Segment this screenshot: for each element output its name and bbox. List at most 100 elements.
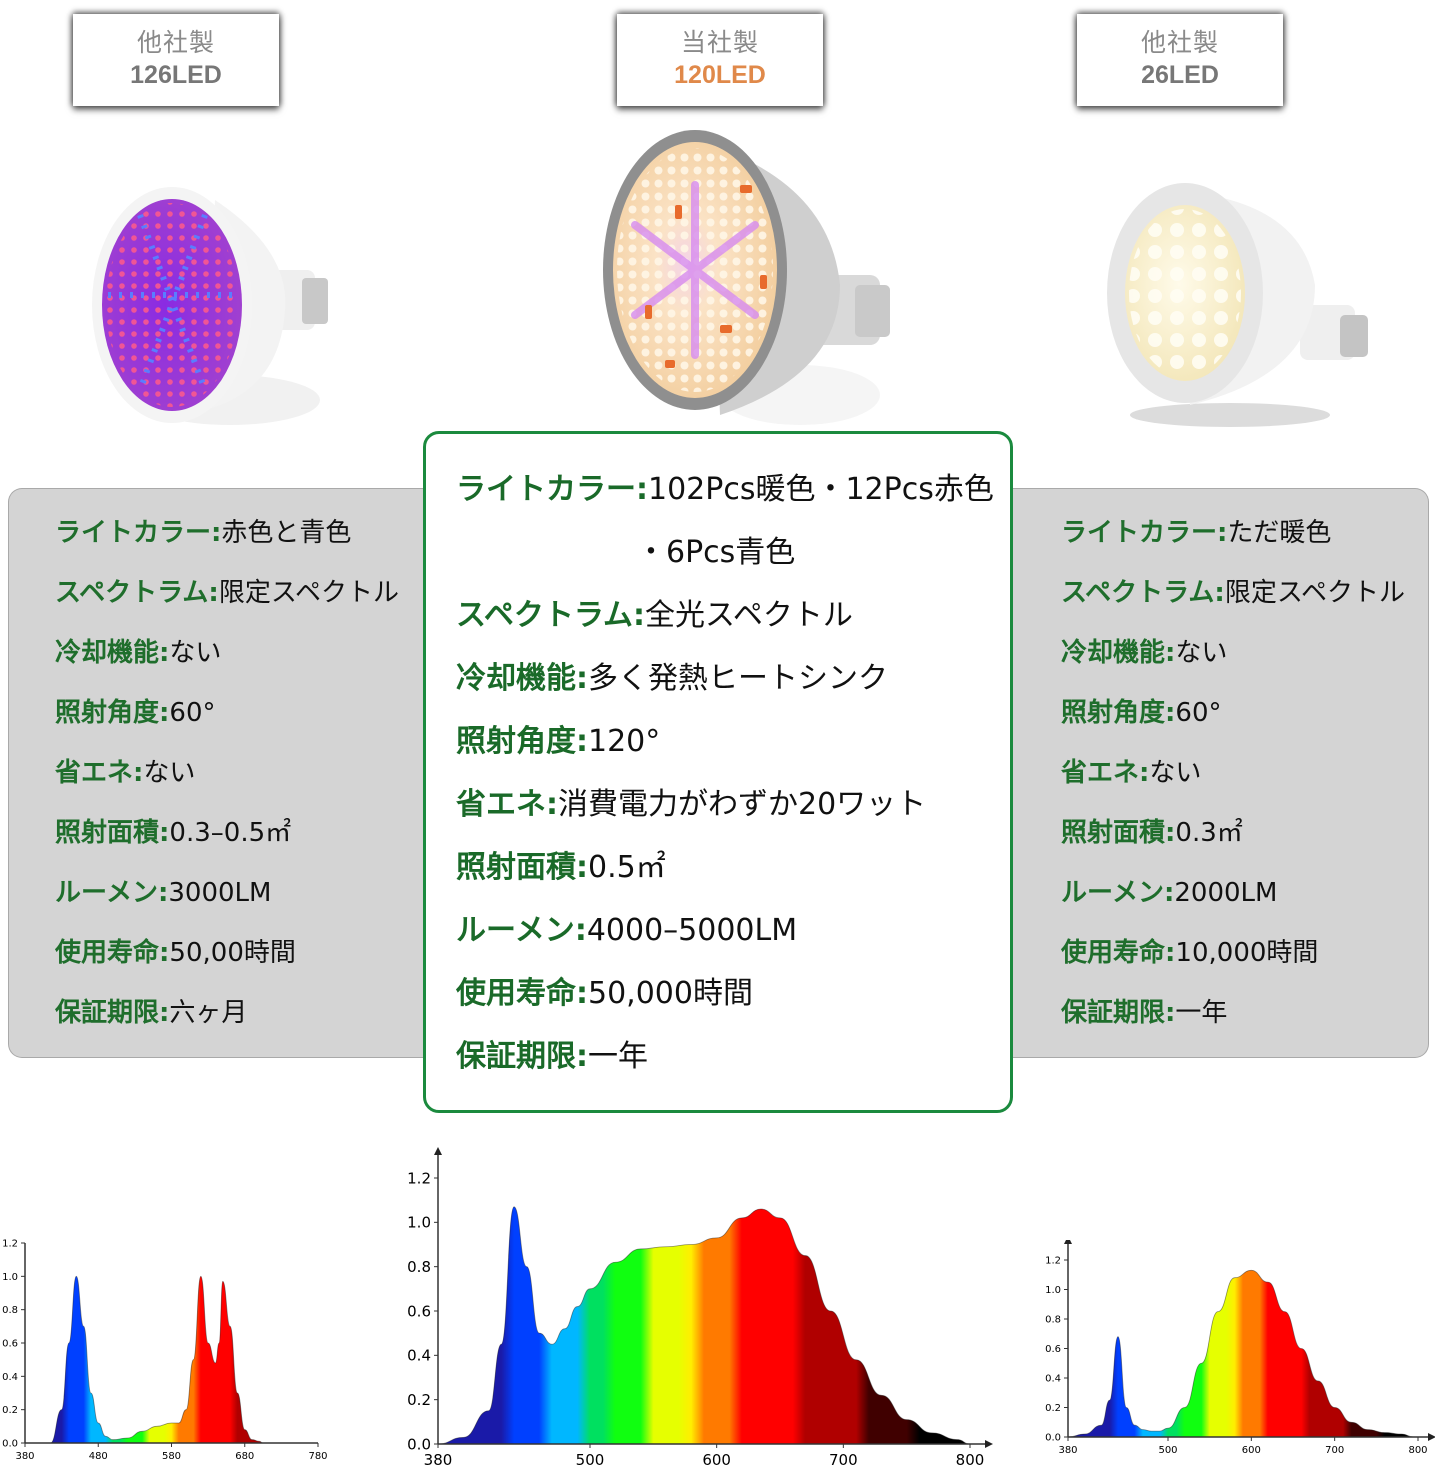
spec-key: ライトカラー xyxy=(55,518,212,548)
spec-row: 照射角度:60° xyxy=(1061,697,1222,729)
svg-text:380: 380 xyxy=(15,1451,34,1462)
spec-key: ルーメン xyxy=(1061,878,1164,908)
spec-key: 省エネ xyxy=(456,787,546,822)
spec-key: 省エネ xyxy=(55,758,134,788)
spec-value: 全光スペクトル xyxy=(645,598,853,633)
spec-key: 冷却機能 xyxy=(55,638,160,668)
svg-text:780: 780 xyxy=(308,1451,327,1462)
svg-text:1.2: 1.2 xyxy=(1045,1256,1061,1267)
spec-key: 照射角度 xyxy=(1061,698,1166,728)
svg-text:0.8: 0.8 xyxy=(407,1258,431,1276)
spec-separator: : xyxy=(1165,698,1176,728)
spec-separator: : xyxy=(159,818,170,848)
spec-separator: : xyxy=(211,518,222,548)
spec-separator: : xyxy=(576,661,588,696)
svg-text:0.4: 0.4 xyxy=(2,1372,18,1383)
svg-text:0.8: 0.8 xyxy=(1045,1315,1061,1326)
spec-separator: : xyxy=(1163,878,1175,908)
spec-value: 赤色と青色 xyxy=(221,518,352,548)
svg-text:500: 500 xyxy=(576,1451,605,1469)
svg-text:600: 600 xyxy=(702,1451,731,1469)
spec-separator: : xyxy=(208,578,219,608)
svg-text:0.6: 0.6 xyxy=(2,1339,18,1350)
spec-value: 4000–5000LM xyxy=(586,913,798,948)
spec-row: ルーメン:4000–5000LM xyxy=(456,913,797,949)
our-product-specs-panel xyxy=(423,431,1013,1113)
spec-row: 照射面積:0.3㎡ xyxy=(1061,817,1243,849)
svg-text:580: 580 xyxy=(162,1451,181,1462)
full-spectrum-bulb-image xyxy=(603,130,890,425)
spec-value: 消費電力がわずか20ワット xyxy=(558,787,927,822)
spec-row: スペクトラム:全光スペクトル xyxy=(456,598,853,634)
spec-separator: : xyxy=(546,787,558,822)
spec-value: ただ暖色 xyxy=(1227,518,1332,548)
spec-key: ルーメン xyxy=(55,878,158,908)
svg-text:0.0: 0.0 xyxy=(1045,1433,1061,1444)
svg-text:1.0: 1.0 xyxy=(407,1214,431,1232)
svg-text:0.2: 0.2 xyxy=(1045,1403,1061,1414)
spec-separator: : xyxy=(1139,758,1150,788)
right-spectrum-chart: 0.0 0.2 0.4 0.6 0.8 1.0 1.2 380 500 600 700 800 xyxy=(1045,1240,1435,1456)
spec-row: スペクトラム:限定スペクトル xyxy=(1061,577,1405,609)
spec-separator: : xyxy=(159,638,170,668)
spec-row: 冷却機能:ない xyxy=(1061,637,1227,669)
svg-text:480: 480 xyxy=(89,1451,108,1462)
spec-value: 3000LM xyxy=(168,878,272,908)
spec-row: ライトカラー:ただ暖色 xyxy=(1061,517,1331,549)
maker-label: 他社製 xyxy=(136,28,215,57)
svg-text:0.8: 0.8 xyxy=(2,1305,18,1316)
svg-text:700: 700 xyxy=(829,1451,858,1469)
spec-separator: : xyxy=(1214,578,1225,608)
spec-row: 省エネ:消費電力がわずか20ワット xyxy=(456,787,926,823)
spec-row: 照射角度:120° xyxy=(456,724,660,760)
svg-text:1.0: 1.0 xyxy=(1045,1285,1061,1296)
spec-key: 保証期限 xyxy=(55,998,160,1028)
spec-row: スペクトラム:限定スペクトル xyxy=(55,577,399,609)
spec-row: 照射面積:0.5㎡ xyxy=(456,850,666,886)
svg-text:0.4: 0.4 xyxy=(407,1347,431,1365)
svg-text:0.2: 0.2 xyxy=(2,1405,18,1416)
spec-row: 照射面積:0.3–0.5㎡ xyxy=(55,817,291,849)
spec-value: 六ヶ月 xyxy=(169,998,248,1028)
svg-text:500: 500 xyxy=(1158,1445,1177,1456)
spec-row: 使用寿命:50,00時間 xyxy=(55,937,296,969)
right-product-label: 他社製 26LED xyxy=(1077,14,1283,106)
spec-value: 120° xyxy=(588,724,661,759)
svg-text:0.6: 0.6 xyxy=(1045,1344,1061,1355)
center-spectrum-chart: 0.0 0.2 0.4 0.6 0.8 1.0 1.2 380 500 600 700 800 xyxy=(407,1147,993,1469)
spec-value: 60° xyxy=(1175,698,1222,728)
svg-text:1.2: 1.2 xyxy=(2,1239,18,1250)
spec-value: ない xyxy=(143,758,196,788)
spec-value: 2000LM xyxy=(1174,878,1278,908)
spec-key: 使用寿命 xyxy=(456,976,576,1011)
svg-text:0.2: 0.2 xyxy=(407,1391,431,1409)
spec-separator: : xyxy=(1165,998,1176,1028)
spec-separator: : xyxy=(159,938,170,968)
spec-key: 冷却機能 xyxy=(1061,638,1166,668)
competitor-left-specs-panel xyxy=(8,488,449,1058)
spec-separator: : xyxy=(133,758,144,788)
spec-value: ・6Pcs青色 xyxy=(636,535,796,570)
spec-value: 多く発熱ヒートシンク xyxy=(588,661,888,696)
svg-text:0.6: 0.6 xyxy=(407,1302,431,1320)
svg-text:700: 700 xyxy=(1325,1445,1344,1456)
left-product-label: 他社製 126LED xyxy=(73,14,279,106)
maker-label: 他社製 xyxy=(1140,28,1219,57)
spec-row: 保証期限:一年 xyxy=(1061,997,1227,1029)
svg-text:0.0: 0.0 xyxy=(2,1439,18,1450)
spec-value: ない xyxy=(1175,638,1228,668)
spec-value: 一年 xyxy=(588,1039,648,1074)
spec-separator: : xyxy=(633,598,645,633)
spec-key: 保証期限 xyxy=(456,1039,576,1074)
spec-row: ライトカラー:102Pcs暖色・12Pcs赤色 xyxy=(456,472,994,508)
spec-value: 0.3–0.5㎡ xyxy=(169,818,292,848)
svg-text:0.4: 0.4 xyxy=(1045,1374,1061,1385)
spec-row: 保証期限:一年 xyxy=(456,1039,648,1075)
spec-key: 照射面積 xyxy=(1061,818,1166,848)
spec-key: ライトカラー xyxy=(456,472,636,507)
our-product-label: 当社製 120LED xyxy=(617,14,823,106)
spec-value: 60° xyxy=(169,698,216,728)
spec-value: 50,00時間 xyxy=(169,938,296,968)
spec-key: 省エネ xyxy=(1061,758,1140,788)
spec-value: 10,000時間 xyxy=(1175,938,1319,968)
